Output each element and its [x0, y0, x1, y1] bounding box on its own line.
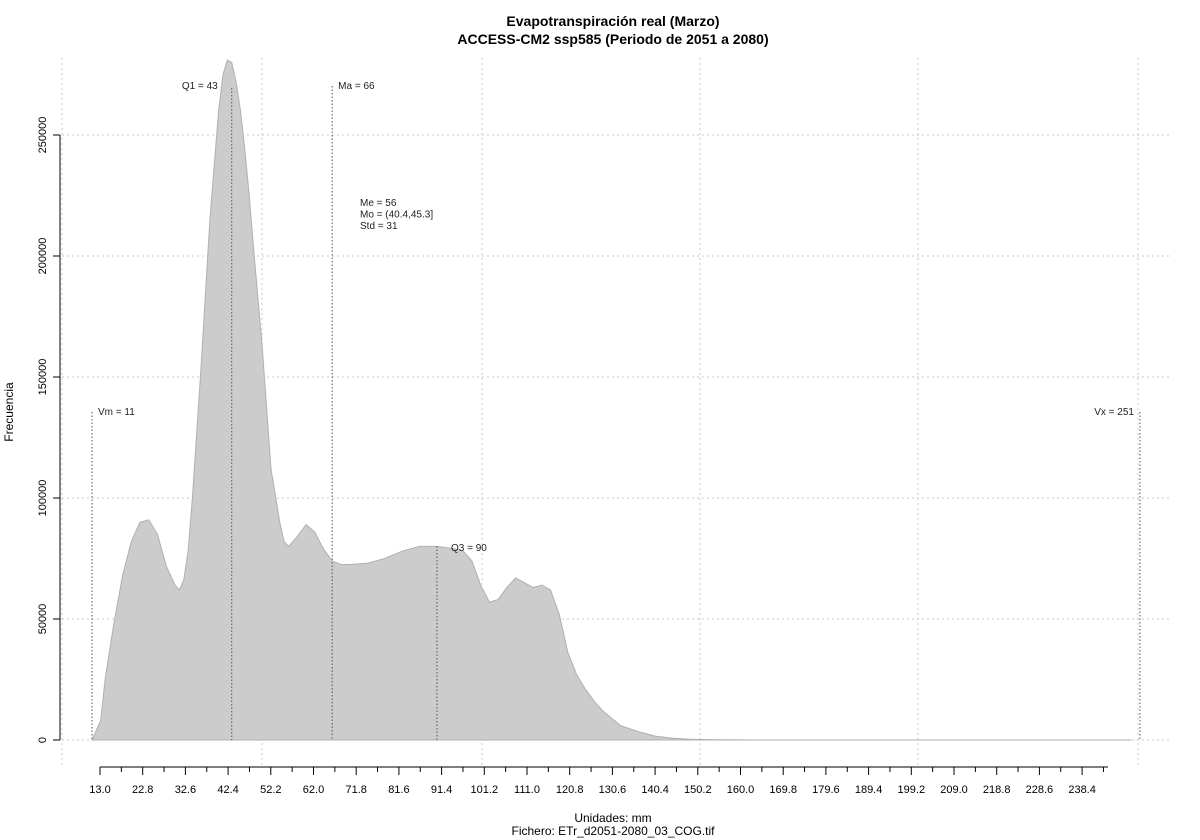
- y-tick-label: 150000: [37, 359, 49, 396]
- annotations: Vm = 11 Q1 = 43 Ma = 66 Q3 = 90 Vx = 251 Me =…: [98, 81, 1134, 554]
- y-tick-label: 250000: [37, 117, 49, 154]
- x-tick-label: 238.4: [1068, 784, 1096, 796]
- x-tick-label: 169.8: [769, 784, 797, 796]
- x-axis: 13.0 22.8 32.6 42.4 52.2 62.0 71.8 81.6 91.4 101.…: [89, 766, 1108, 796]
- x-tick-label: 150.2: [684, 784, 712, 796]
- stat-text-1: Mo = (40.4,45.3]: [360, 210, 433, 221]
- x-tick-label: 81.6: [388, 784, 409, 796]
- x-tick-label: 71.8: [345, 784, 366, 796]
- x-tick-label: 130.6: [599, 784, 627, 796]
- statistic-lines: [91, 86, 1141, 740]
- y-tick-label: 200000: [37, 238, 49, 275]
- stat-text-2: Std = 31: [360, 221, 398, 232]
- x-tick-label: 52.2: [260, 784, 281, 796]
- y-tick-label: 50000: [37, 604, 49, 635]
- stat-text-0: Me = 56: [360, 198, 397, 209]
- x-tick-label: 32.6: [175, 784, 196, 796]
- stat-label-vm: Vm = 11: [98, 407, 135, 418]
- x-tick-label: 189.4: [855, 784, 883, 796]
- stat-label-vx: Vx = 251: [1094, 407, 1134, 418]
- stat-label-q1: Q1 = 43: [182, 81, 218, 92]
- x-tick-label: 101.2: [471, 784, 499, 796]
- chart-subtitle: ACCESS-CM2 ssp585 (Periodo de 2051 a 208…: [457, 31, 768, 47]
- stat-label-ma: Ma = 66: [338, 81, 375, 92]
- y-axis-label: Frecuencia: [2, 382, 16, 442]
- x-tick-label: 42.4: [217, 784, 238, 796]
- x-tick-label: 160.0: [727, 784, 755, 796]
- x-tick-label: 22.8: [132, 784, 153, 796]
- x-tick-label: 140.4: [641, 784, 669, 796]
- x-tick-label: 199.2: [898, 784, 926, 796]
- x-tick-label: 13.0: [89, 784, 110, 796]
- x-tick-label: 62.0: [303, 784, 324, 796]
- chart-title: Evapotranspiración real (Marzo): [506, 13, 719, 29]
- x-tick-label: 218.8: [983, 784, 1011, 796]
- y-tick-label: 0: [37, 737, 49, 743]
- x-tick-label: 111.0: [514, 784, 540, 796]
- y-axis: 0 50000 100000 150000 200000 250000: [37, 117, 61, 743]
- x-tick-label: 179.6: [812, 784, 840, 796]
- y-tick-label: 100000: [37, 480, 49, 517]
- stat-label-q3: Q3 = 90: [451, 543, 487, 554]
- density-area: [91, 59, 1132, 741]
- x-tick-label: 91.4: [431, 784, 452, 796]
- x-tick-label: 209.0: [940, 784, 968, 796]
- x-tick-label: 120.8: [556, 784, 584, 796]
- file-label: Fichero: ETr_d2051-2080_03_COG.tif: [512, 824, 716, 838]
- x-axis-label: Unidades: mm: [574, 811, 651, 825]
- x-tick-label: 228.6: [1026, 784, 1054, 796]
